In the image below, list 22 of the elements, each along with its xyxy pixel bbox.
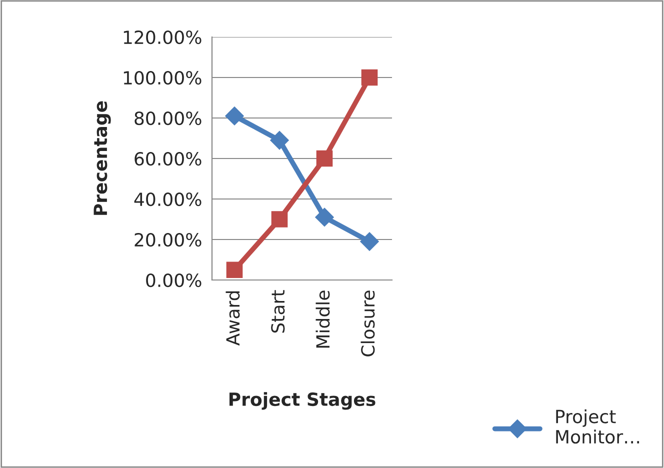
point bbox=[361, 69, 378, 86]
point bbox=[315, 208, 334, 227]
y-tick-label: 120.00% bbox=[124, 30, 202, 44]
point bbox=[271, 211, 288, 228]
legend-label: Project Monitor… bbox=[556, 409, 640, 444]
point bbox=[226, 262, 243, 278]
point bbox=[270, 130, 289, 150]
y-tick-label: 0.00% bbox=[146, 273, 202, 288]
x-tick-label: Award bbox=[226, 291, 240, 346]
x-axis-title: Project Stages bbox=[229, 392, 376, 410]
x-tick-label: Closure bbox=[360, 290, 375, 356]
y-tick-label: 20.00% bbox=[134, 232, 202, 247]
point bbox=[360, 232, 379, 251]
x-tick-label: Middle bbox=[316, 290, 330, 348]
y-tick-label: 80.00% bbox=[134, 111, 202, 126]
y-tick-label: 40.00% bbox=[134, 192, 202, 206]
point bbox=[225, 106, 244, 126]
point bbox=[316, 150, 333, 167]
y-tick-label: 100.00% bbox=[124, 70, 202, 85]
y-axis-title: Precentage bbox=[94, 101, 111, 215]
y-tick-label: 60.00% bbox=[134, 152, 202, 166]
x-tick-label: Start bbox=[271, 290, 285, 333]
